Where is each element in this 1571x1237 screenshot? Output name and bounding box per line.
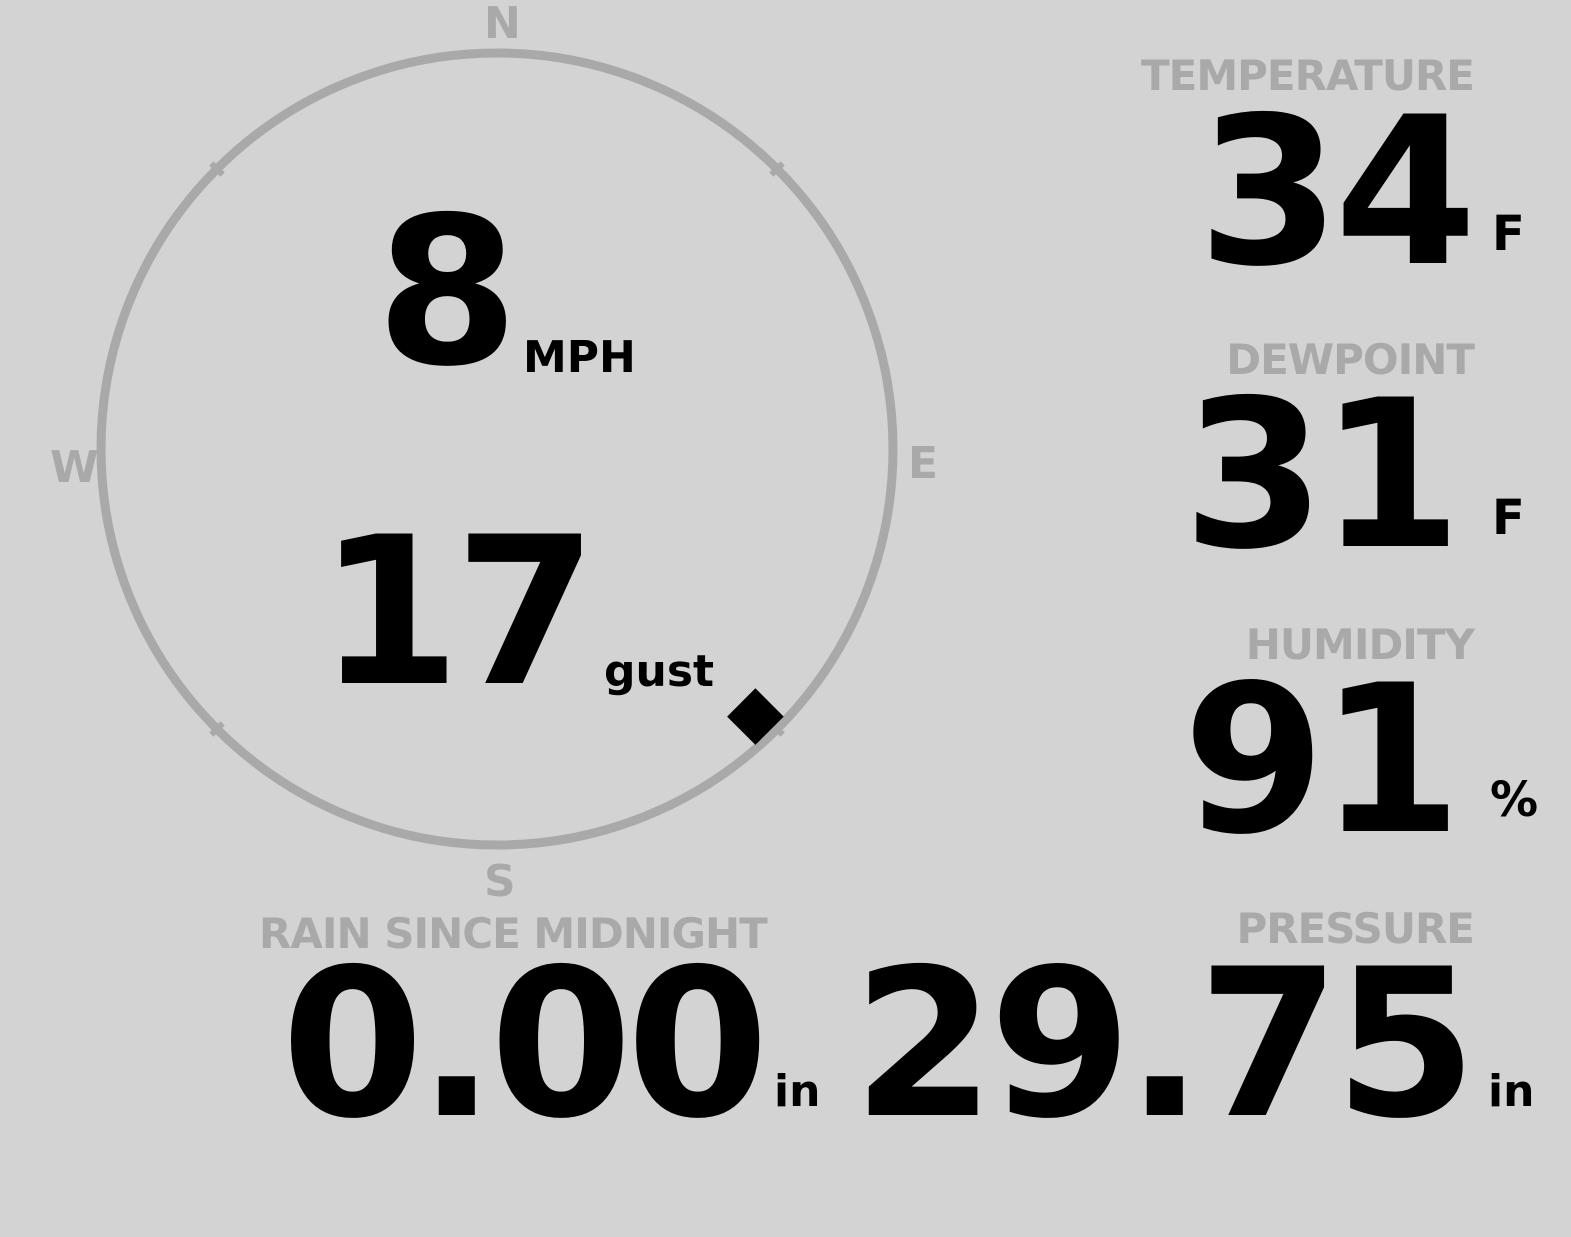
temperature-value: 34 [1197, 74, 1477, 312]
humidity-value: 91 [1182, 642, 1462, 880]
rain-unit: in [774, 1066, 821, 1117]
pressure-label: PRESSURE [1236, 904, 1475, 953]
dewpoint-value: 31 [1182, 357, 1462, 595]
compass-ring [96, 48, 898, 850]
pressure-value: 29.75 [852, 926, 1477, 1164]
compass-east: E [908, 438, 939, 489]
wind-speed-value: 8 [376, 174, 519, 412]
temperature-label: TEMPERATURE [1141, 51, 1475, 100]
rain-label: RAIN SINCE MIDNIGHT [259, 909, 768, 958]
compass-tick [769, 161, 785, 177]
wind-speed-unit: MPH [523, 332, 636, 383]
rain-value: 0.00 [281, 926, 769, 1164]
temperature-unit: F [1492, 206, 1525, 262]
compass-south: S [484, 856, 516, 907]
compass-north: N [484, 0, 521, 49]
compass-tick [209, 721, 225, 737]
dewpoint-unit: F [1492, 490, 1525, 546]
humidity-label: HUMIDITY [1245, 620, 1475, 669]
compass-west: W [50, 442, 99, 493]
dewpoint-label: DEWPOINT [1226, 335, 1475, 384]
humidity-unit: % [1490, 772, 1539, 828]
compass-tick [209, 161, 225, 177]
wind-gust-label: gust [604, 646, 715, 697]
wind-gust-value: 17 [318, 494, 597, 732]
pressure-unit: in [1488, 1066, 1535, 1117]
